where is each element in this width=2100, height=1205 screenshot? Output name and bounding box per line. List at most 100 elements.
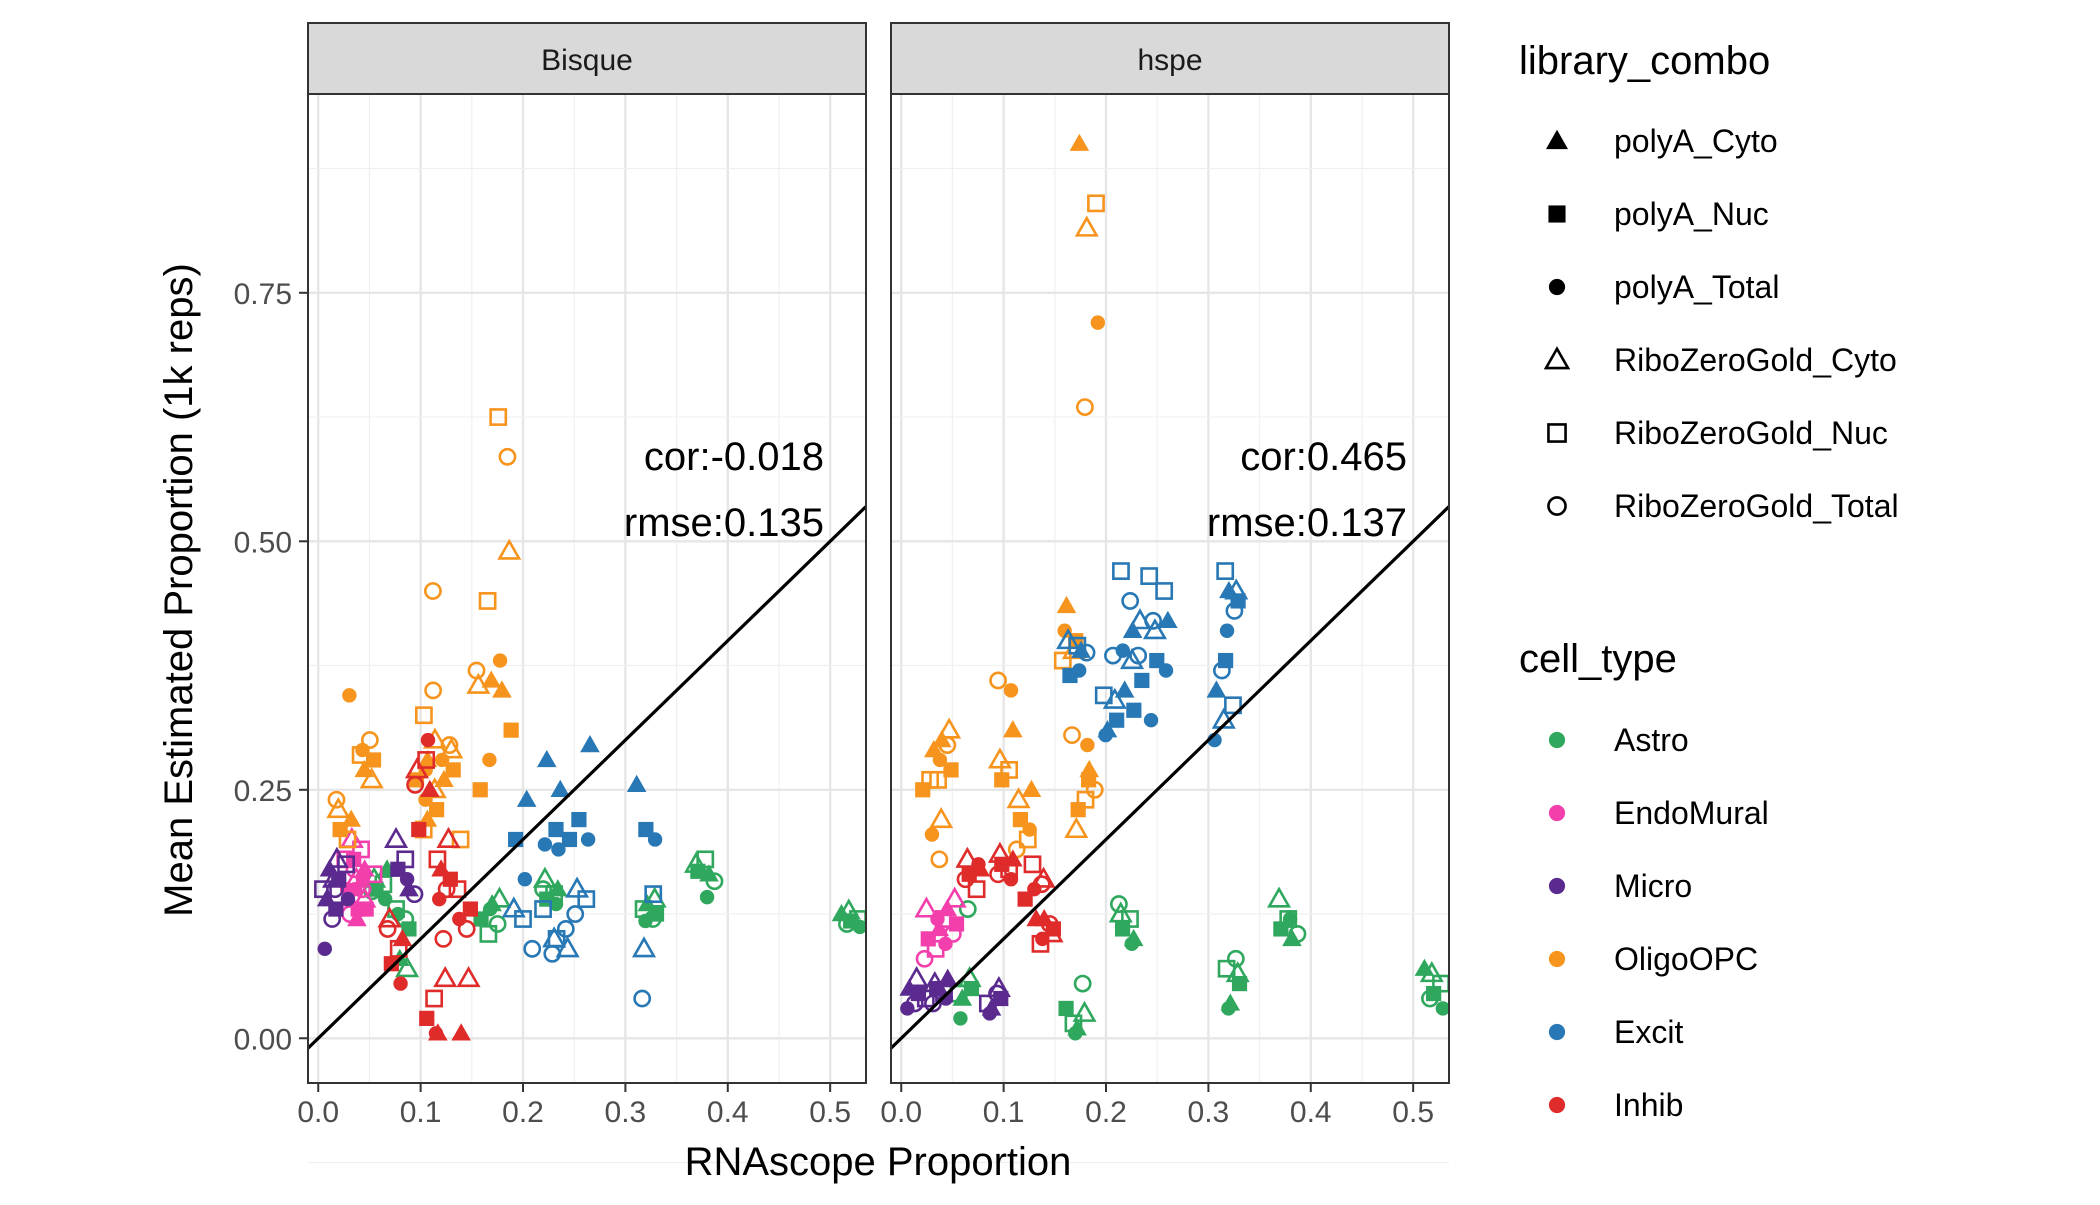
point-oligoopc: [1090, 315, 1106, 330]
points: [899, 133, 1449, 1041]
point-excit: [626, 774, 647, 793]
legend-label: Inhib: [1614, 1087, 1683, 1123]
point-inhib: [451, 1023, 471, 1041]
point-oligoopc: [434, 769, 454, 788]
point-oligoopc: [498, 447, 517, 466]
point-excit: [580, 832, 596, 847]
point-oligoopc: [1069, 133, 1090, 151]
point-oligoopc: [492, 680, 512, 698]
point-micro: [978, 994, 997, 1013]
point-inhib: [436, 826, 461, 848]
point-oligoopc: [424, 681, 443, 700]
point-inhib: [425, 989, 444, 1008]
point-excit: [631, 936, 657, 958]
point-oligoopc: [360, 731, 379, 749]
point-micro: [905, 994, 924, 1013]
legend-label: RiboZeroGold_Total: [1614, 488, 1899, 524]
point-excit: [556, 920, 575, 938]
point-oligoopc: [440, 736, 459, 754]
legend-title-cell-type: cell_type: [1519, 637, 1677, 681]
point-excit: [547, 929, 566, 948]
x-tick-label: 0.1: [983, 1096, 1025, 1129]
point-inhib: [428, 1026, 444, 1041]
legend-key-micro: [1548, 877, 1566, 895]
point-inhib: [462, 901, 478, 917]
legend-key-polya-total: [1548, 278, 1566, 296]
point-astro: [395, 956, 420, 978]
panel-hspe: hspe cor:0.465 rmse:0.137 0.0 0.1 0.2 0.3 0.4 0.…: [880, 22, 1450, 1164]
point-excit: [523, 939, 542, 958]
point-astro: [1114, 921, 1131, 937]
point-astro: [1072, 1000, 1097, 1022]
point-astro: [488, 915, 507, 933]
point-inhib: [406, 775, 424, 794]
point-excit: [548, 821, 564, 838]
point-micro: [323, 910, 342, 928]
point-excit: [566, 905, 585, 923]
point-oligoopc: [1079, 759, 1100, 778]
facet-strip: [890, 22, 1450, 95]
point-astro: [534, 880, 552, 899]
point-excit: [577, 890, 596, 909]
point-astro: [1226, 949, 1245, 968]
point-astro: [838, 915, 856, 933]
point-inhib: [1000, 860, 1019, 879]
x-tick-label: 0.1: [400, 1096, 442, 1129]
point-inhib: [389, 939, 408, 958]
point-oligoopc: [1057, 623, 1072, 638]
x-tick-label: 0.0: [297, 1096, 339, 1129]
legend-label: polyA_Total: [1614, 269, 1779, 305]
point-astro: [1282, 911, 1298, 927]
point-inhib: [442, 871, 458, 887]
facet-strip: [307, 22, 867, 95]
point-astro: [487, 886, 512, 908]
point-astro: [532, 866, 557, 888]
point-excit: [1213, 661, 1231, 680]
point-astro: [1421, 989, 1439, 1008]
point-inhib: [434, 929, 453, 948]
point-astro: [1225, 961, 1250, 983]
point-oligoopc: [929, 770, 947, 789]
point-oligoopc: [428, 802, 445, 818]
point-inhib: [457, 920, 476, 938]
point-astro: [1267, 886, 1292, 908]
identity-line: [308, 505, 866, 1050]
point-excit: [580, 735, 600, 753]
legend-title-library-combo: library_combo: [1519, 39, 1770, 83]
point-oligoopc: [1070, 802, 1086, 818]
point-excit: [1129, 646, 1148, 665]
point-inhib: [393, 976, 408, 991]
point-oligoopc: [943, 762, 959, 778]
point-astro: [1121, 910, 1139, 928]
point-micro: [935, 984, 953, 1003]
point-endomural: [355, 872, 371, 887]
point-oligoopc: [359, 767, 384, 789]
legend-key-inhib: [1548, 1096, 1566, 1114]
point-astro: [1124, 936, 1140, 952]
point-excit: [1142, 618, 1167, 640]
point-oligoopc: [351, 746, 370, 764]
point-excit: [550, 779, 571, 797]
point-endomural: [934, 910, 953, 928]
point-endomural: [352, 886, 377, 908]
point-endomural: [948, 916, 965, 932]
point-oligoopc: [929, 806, 954, 829]
point-inhib: [411, 821, 427, 838]
point-oligoopc: [987, 747, 1012, 769]
point-micro: [924, 994, 942, 1013]
point-excit: [1155, 582, 1174, 600]
point-oligoopc: [445, 762, 461, 778]
point-oligoopc: [1003, 683, 1019, 698]
x-tick-label: 0.2: [1085, 1096, 1127, 1129]
point-astro: [836, 898, 861, 920]
legend-label: OligoOPC: [1614, 941, 1758, 977]
point-inhib: [383, 956, 399, 972]
point-oligoopc: [915, 782, 931, 798]
point-excit: [638, 821, 654, 838]
legend-key-ribozerogold-cyto: [1543, 346, 1571, 370]
point-excit: [1127, 608, 1153, 630]
x-axis-label: RNAscope Proportion: [685, 1140, 1072, 1184]
point-astro: [699, 889, 715, 905]
